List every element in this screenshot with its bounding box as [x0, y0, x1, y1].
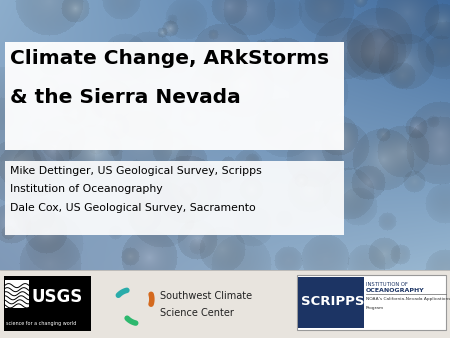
Text: Climate Change, ARkStorms: Climate Change, ARkStorms — [10, 49, 329, 68]
Text: NOAA's California-Nevada Applications: NOAA's California-Nevada Applications — [366, 297, 450, 301]
Text: SCRIPPS: SCRIPPS — [301, 295, 364, 308]
Text: Institution of Oceanography: Institution of Oceanography — [10, 184, 162, 194]
Bar — [4, 280, 29, 308]
Text: Science Center: Science Center — [160, 308, 234, 318]
Text: Mike Dettinger, US Geological Survey, Scripps: Mike Dettinger, US Geological Survey, Sc… — [10, 166, 261, 176]
Text: science for a changing world: science for a changing world — [6, 321, 76, 325]
Text: & the Sierra Nevada: & the Sierra Nevada — [10, 88, 241, 107]
Bar — [298, 277, 364, 328]
Text: USGS: USGS — [32, 288, 83, 307]
Bar — [297, 275, 446, 330]
Text: Program: Program — [366, 306, 384, 310]
Bar — [4, 276, 91, 331]
Text: INSTITUTION OF: INSTITUTION OF — [366, 282, 408, 287]
Text: Dale Cox, US Geological Survey, Sacramento: Dale Cox, US Geological Survey, Sacramen… — [10, 203, 256, 213]
Bar — [4, 161, 344, 235]
Text: Southwest Climate: Southwest Climate — [160, 291, 252, 301]
Text: OCEANOGRAPHY: OCEANOGRAPHY — [366, 288, 425, 293]
Bar — [4, 42, 344, 150]
Bar — [0, 270, 450, 338]
